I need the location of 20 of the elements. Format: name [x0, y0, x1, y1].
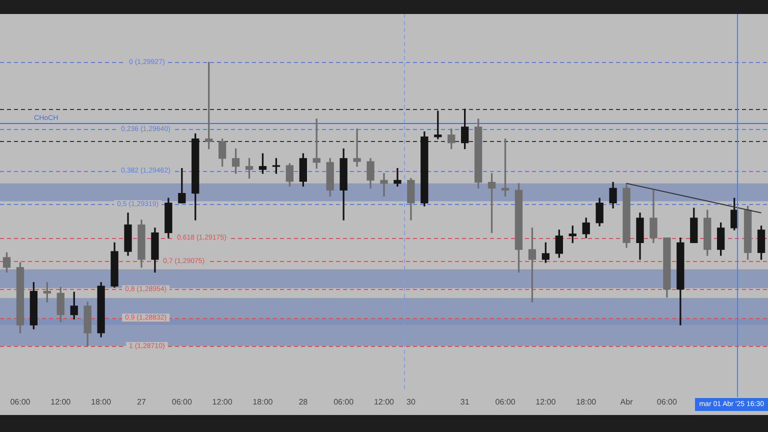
- x-tick-label: 12:00: [374, 397, 395, 406]
- x-tick-label: 06:00: [495, 397, 516, 406]
- x-tick-label: 18:00: [252, 397, 274, 406]
- x-tick-label: 28: [298, 397, 308, 406]
- x-tick-label: 12:00: [50, 397, 72, 406]
- candlestick: [353, 128, 361, 167]
- x-tick-label: 06:00: [10, 397, 31, 406]
- x-tick-label: 06:00: [172, 397, 192, 406]
- candlestick: [394, 168, 402, 187]
- x-tick-label: 06:00: [334, 397, 354, 406]
- x-tick-label: 12:00: [212, 397, 233, 406]
- x-tick-label: 18:00: [91, 397, 112, 406]
- x-tick-label: 27: [137, 397, 146, 406]
- x-tick-label: 31: [460, 397, 470, 406]
- x-tick-label: 12:00: [536, 397, 556, 406]
- x-tick-label: 30: [406, 397, 416, 406]
- x-tick-label: Abr: [620, 397, 634, 406]
- x-tick-label: 18:00: [576, 397, 597, 406]
- candlestick: [380, 173, 388, 197]
- x-tick-label: 06:00: [656, 397, 678, 406]
